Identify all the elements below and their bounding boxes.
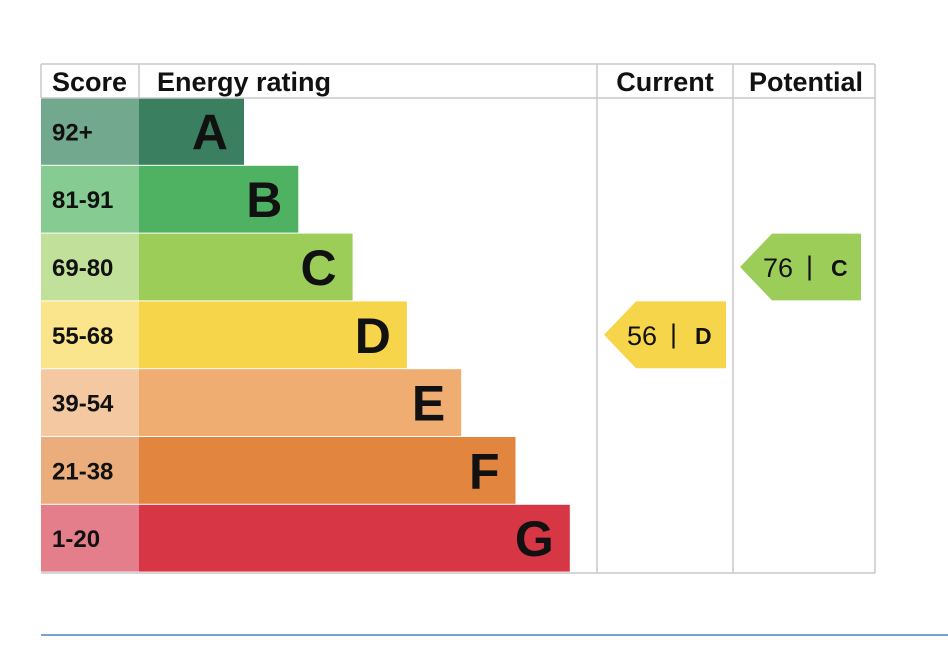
score-cell-b [41, 165, 139, 233]
table-grid [40, 63, 876, 574]
band-bar-f [139, 437, 516, 504]
score-cell-c [41, 233, 139, 301]
band-bar-e [139, 369, 462, 436]
bottom-divider [41, 634, 948, 636]
band-letter-b: B [246, 172, 282, 228]
score-range-g: 1-20 [52, 526, 100, 553]
potential-letter: C [831, 255, 848, 281]
current-rating-tag: 56 | D [604, 301, 726, 369]
header-current: Current [616, 67, 714, 97]
score-cell-a [41, 98, 139, 165]
current-value: 56 [627, 321, 657, 351]
band-letter-d: D [355, 308, 391, 364]
score-cell-d [41, 301, 139, 369]
score-range-a: 92+ [52, 119, 93, 146]
band-letter-f: F [469, 443, 500, 499]
band-bar-a [139, 98, 244, 165]
score-cell-f [41, 437, 139, 504]
header-potential: Potential [749, 67, 863, 97]
potential-tag-arrow [740, 233, 861, 301]
band-letter-g: G [515, 511, 554, 567]
band-bar-c [139, 233, 353, 301]
score-range-c: 69-80 [52, 255, 113, 282]
band-bar-g [139, 504, 570, 572]
current-separator: | [670, 319, 677, 349]
score-cell-g [41, 504, 139, 572]
score-cell-e [41, 369, 139, 436]
band-letter-e: E [412, 376, 445, 432]
potential-value: 76 [763, 253, 793, 283]
header-score: Score [52, 67, 127, 97]
band-bar-b [139, 165, 299, 233]
score-range-f: 21-38 [52, 458, 113, 485]
header-energy-rating: Energy rating [157, 67, 331, 97]
band-bar-d [139, 301, 407, 369]
potential-separator: | [806, 251, 813, 281]
band-letter-a: A [192, 104, 228, 160]
rating-bands: 92+ A 81-91 B 69-80 C 55-68 D 39-54 E 21-38 F 1-20 G [41, 98, 570, 572]
score-range-b: 81-91 [52, 187, 113, 214]
band-letter-c: C [300, 240, 336, 296]
rating-tags: 56 | D 76 | C [604, 233, 861, 369]
current-letter: D [695, 323, 712, 349]
score-range-d: 55-68 [52, 323, 113, 350]
score-range-e: 39-54 [52, 391, 114, 418]
potential-rating-tag: 76 | C [740, 233, 861, 301]
current-tag-arrow [604, 301, 726, 369]
